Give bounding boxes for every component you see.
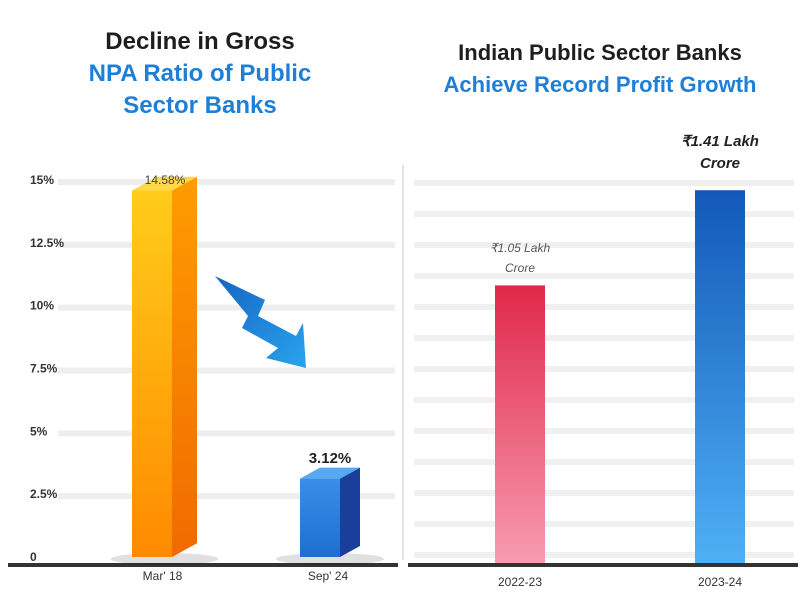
grid-line bbox=[58, 241, 395, 248]
x-category-label: 2023-24 bbox=[698, 575, 742, 589]
grid-line bbox=[414, 180, 794, 186]
right-chart-subtitle: Achieve Record Profit Growth bbox=[443, 72, 757, 97]
grid-line bbox=[414, 366, 794, 372]
grid-line bbox=[414, 335, 794, 341]
data-label-unit: Crore bbox=[700, 155, 740, 172]
y-tick-label: 5% bbox=[30, 424, 48, 438]
profit-growth-panel: Indian Public Sector Banks Achieve Recor… bbox=[400, 0, 800, 600]
grid-line bbox=[414, 211, 794, 217]
x-axis-line bbox=[8, 563, 398, 567]
bar bbox=[695, 190, 745, 563]
panel-divider bbox=[402, 165, 404, 560]
x-category-label: Mar' 18 bbox=[143, 569, 183, 583]
y-tick-label: 2.5% bbox=[30, 487, 58, 501]
bar-top bbox=[300, 467, 360, 479]
y-tick-label: 0 bbox=[30, 550, 37, 564]
down-arrow-icon bbox=[215, 276, 306, 368]
bar bbox=[495, 285, 545, 563]
grid-line bbox=[58, 430, 395, 437]
grid-line bbox=[414, 459, 794, 465]
bar-top bbox=[132, 176, 197, 191]
grid-line bbox=[414, 552, 794, 558]
y-tick-label: 10% bbox=[30, 299, 54, 313]
left-chart-title: Decline in Gross bbox=[105, 28, 295, 55]
bar-side bbox=[340, 467, 360, 557]
data-label: 3.12% bbox=[309, 450, 352, 467]
data-label: 14.58% bbox=[145, 173, 186, 187]
bar-side bbox=[172, 176, 197, 557]
grid-line bbox=[58, 304, 395, 311]
data-label: ₹1.41 Lakh bbox=[681, 133, 759, 150]
right-chart-title: Indian Public Sector Banks bbox=[458, 40, 742, 65]
left-chart-subtitle-line2: Sector Banks bbox=[123, 92, 277, 119]
grid-line bbox=[58, 179, 395, 185]
y-tick-label: 12.5% bbox=[30, 236, 64, 250]
grid-line bbox=[414, 304, 794, 310]
data-label-unit: Crore bbox=[505, 261, 535, 275]
grid-line bbox=[414, 428, 794, 434]
grid-line bbox=[414, 490, 794, 496]
bar bbox=[132, 190, 172, 557]
grid-line bbox=[414, 397, 794, 403]
grid-line bbox=[414, 521, 794, 527]
y-tick-label: 15% bbox=[30, 173, 54, 187]
x-category-label: 2022-23 bbox=[498, 575, 542, 589]
grid-line bbox=[414, 273, 794, 279]
data-label: ₹1.05 Lakh bbox=[490, 241, 551, 255]
x-axis-line bbox=[408, 563, 798, 567]
grid-line bbox=[58, 493, 395, 500]
grid-line bbox=[58, 367, 395, 374]
npa-ratio-panel: Decline in Gross NPA Ratio of Public Sec… bbox=[8, 28, 398, 583]
profit-bar-chart: 2022-23 2023-24 ₹1.05 Lakh Crore ₹1.41 Lakh C… bbox=[402, 133, 798, 589]
x-category-label: Sep' 24 bbox=[308, 569, 349, 583]
grid-line bbox=[414, 242, 794, 248]
bar bbox=[300, 478, 340, 557]
npa-bar-chart: 0 2.5% 5% 7.5% 10% 12.5% 15% Mar' 18 Sep' 24 14.5… bbox=[8, 173, 398, 583]
y-tick-label: 7.5% bbox=[30, 362, 58, 376]
left-chart-subtitle-line1: NPA Ratio of Public bbox=[88, 60, 312, 87]
